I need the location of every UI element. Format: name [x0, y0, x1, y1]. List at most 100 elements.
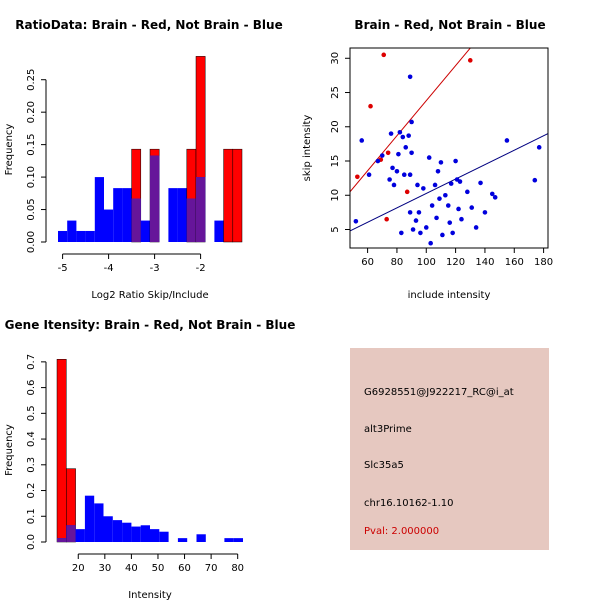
x-tick-label: -2 [196, 263, 206, 274]
point-not-brain [473, 225, 479, 230]
bar-not-brain [122, 188, 132, 242]
point-not-brain [415, 182, 420, 188]
point-brain [404, 189, 410, 195]
point-not-brain [435, 168, 441, 174]
bar-not-brain [177, 538, 188, 542]
point-not-brain [375, 158, 381, 164]
x-tick-label: 120 [446, 257, 465, 268]
y-tick-label: 0.1 [26, 508, 37, 524]
bar-not-brain [84, 495, 95, 542]
bar-not-brain [159, 531, 169, 542]
point-not-brain [532, 177, 538, 183]
probe-id: G6928551@J922217_RC@i_at [364, 387, 514, 398]
y-axis-label: Frequency [4, 124, 15, 176]
point-not-brain [413, 218, 419, 223]
x-tick-label: 160 [505, 257, 524, 268]
x-tick-label: 40 [125, 563, 138, 574]
bar-not-brain [233, 538, 243, 542]
x-axis-label: Intensity [128, 590, 172, 600]
bar-not-brain [122, 522, 132, 542]
point-not-brain [399, 230, 404, 236]
y-axis-label: skip intensity [302, 115, 313, 182]
point-not-brain [397, 129, 403, 135]
probe-info-panel: G6928551@J922217_RC@i_at alt3Prime Slc35… [350, 348, 549, 550]
point-not-brain [423, 225, 429, 230]
point-not-brain [450, 230, 455, 236]
bar-not-brain [196, 534, 206, 542]
y-tick-label: 5 [330, 226, 341, 232]
not-brain-fit-line [350, 133, 548, 232]
bar-overlap [66, 525, 76, 542]
point-not-brain [407, 74, 413, 80]
point-not-brain [379, 153, 385, 158]
point-not-brain [434, 215, 439, 221]
y-tick-label: 0.2 [26, 483, 37, 499]
bar-not-brain [112, 520, 123, 542]
bar-overlap [131, 198, 141, 242]
y-tick-label: 0.20 [26, 101, 37, 123]
y-tick-label: 0.05 [26, 198, 37, 220]
y-tick-label: 10 [330, 189, 341, 202]
bar-not-brain [75, 529, 85, 542]
x-tick-label: 180 [534, 257, 553, 268]
point-not-brain [387, 177, 392, 182]
point-not-brain [445, 203, 451, 208]
y-axis-label: Frequency [4, 424, 15, 476]
point-not-brain [396, 151, 401, 157]
bar-not-brain [224, 538, 234, 542]
point-not-brain [416, 210, 422, 215]
x-tick-label: 50 [152, 563, 165, 574]
bar-overlap [57, 538, 67, 542]
point-not-brain [438, 160, 444, 165]
point-not-brain [407, 210, 413, 215]
point-not-brain [482, 210, 488, 215]
point-not-brain [432, 182, 438, 188]
x-tick-label: 80 [391, 257, 404, 268]
point-not-brain [403, 145, 409, 150]
x-tick-label: 140 [475, 257, 494, 268]
x-tick-label: -5 [58, 263, 68, 274]
plot-frame [349, 47, 549, 249]
bar-not-brain [131, 526, 141, 542]
point-brain [368, 103, 373, 109]
point-brain [384, 216, 389, 222]
point-not-brain [400, 134, 406, 140]
bar-not-brain [140, 220, 150, 242]
point-not-brain [401, 172, 407, 178]
point-not-brain [353, 218, 359, 224]
bar-brain [232, 148, 243, 243]
point-not-brain [359, 138, 365, 143]
y-tick-label: 0.15 [26, 133, 37, 155]
point-not-brain [429, 203, 435, 208]
chart-title: Brain - Red, Not Brain - Blue [354, 18, 545, 32]
x-tick-label: 80 [231, 563, 244, 574]
point-not-brain [407, 172, 413, 178]
bar-not-brain [113, 188, 123, 242]
point-not-brain [390, 165, 395, 171]
brain-fit-line [350, 48, 471, 193]
bar-brain [56, 359, 67, 543]
x-tick-label: 70 [205, 563, 218, 574]
x-axis-label: include intensity [408, 290, 491, 300]
point-not-brain [489, 191, 495, 197]
x-tick-label: 20 [72, 563, 85, 574]
x-tick-label: -4 [104, 263, 114, 274]
point-not-brain [418, 230, 423, 236]
point-not-brain [409, 119, 414, 125]
chart-title: RatioData: Brain - Red, Not Brain - Blue [15, 18, 282, 32]
bar-overlap [196, 177, 206, 242]
p-value: Pval: 2.000000 [364, 526, 440, 537]
bar-overlap [186, 198, 196, 242]
genomic-location: chr16.10162-1.10 [364, 498, 454, 509]
point-not-brain [504, 138, 510, 143]
point-not-brain [394, 168, 400, 174]
y-tick-label: 0.0 [26, 534, 37, 550]
point-not-brain [447, 220, 453, 225]
point-not-brain [443, 192, 448, 198]
x-tick-label: -3 [150, 263, 160, 274]
y-tick-label: 0.7 [26, 354, 37, 370]
bar-not-brain [140, 525, 150, 542]
bar-not-brain [103, 516, 113, 542]
bar-not-brain [58, 230, 68, 242]
bar-not-brain [168, 188, 178, 242]
